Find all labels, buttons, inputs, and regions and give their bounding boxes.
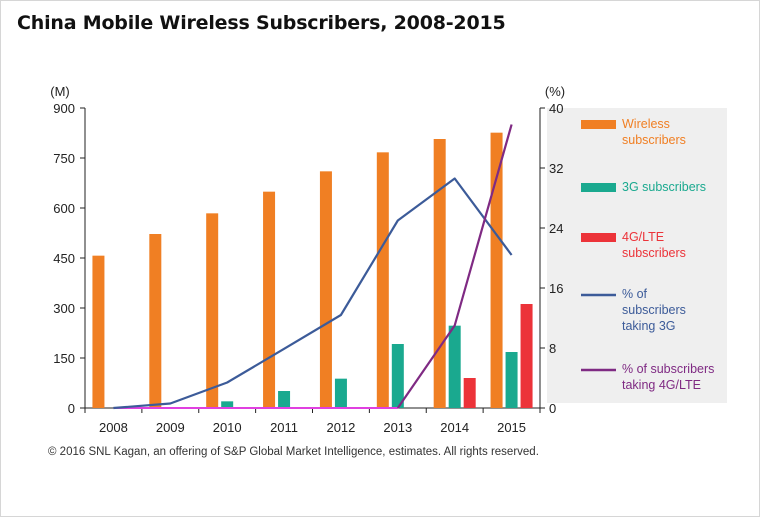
line-of-subscribers-taking-4g-lte: [396, 124, 513, 409]
left-tick-label: 150: [53, 351, 75, 366]
legend-item-2-label: 3G subscribers: [622, 180, 706, 194]
legend-item-3-label: 4G/LTE: [622, 230, 664, 244]
right-tick-label: 0: [549, 401, 556, 416]
bar-3g-subscribers: [391, 344, 404, 408]
bar-wireless-subscribers: [92, 255, 105, 408]
bar-wireless-subscribers: [376, 152, 389, 408]
bar-3g-subscribers: [505, 352, 518, 408]
left-axis-unit-label: (M): [50, 84, 70, 99]
x-tick-label: 2010: [213, 420, 242, 435]
x-tick-label: 2013: [383, 420, 412, 435]
legend-item-4-label: % of: [622, 287, 648, 301]
x-tick-label: 2014: [440, 420, 469, 435]
bar-wireless-subscribers: [206, 213, 219, 408]
bar-4g-lte-subscribers: [520, 304, 533, 408]
x-tick-label: 2015: [497, 420, 526, 435]
bar-4g-lte-subscribers: [463, 378, 476, 408]
legend-item-3-label: subscribers: [622, 246, 686, 260]
bar-3g-subscribers: [334, 378, 347, 408]
right-tick-label: 32: [549, 161, 563, 176]
legend-item-1-label: subscribers: [622, 133, 686, 147]
right-axis-unit-label: (%): [545, 84, 565, 99]
line-of-subscribers-taking-3g: [113, 177, 513, 410]
legend-item-1-swatch: [581, 120, 616, 129]
x-tick-label: 2009: [156, 420, 185, 435]
left-tick-label: 450: [53, 251, 75, 266]
x-tick-label: 2011: [270, 420, 298, 435]
x-tick-label: 2008: [99, 420, 128, 435]
x-tick-label: 2012: [326, 420, 355, 435]
right-tick-label: 40: [549, 101, 563, 116]
bar-wireless-subscribers: [149, 234, 162, 408]
left-tick-label: 600: [53, 201, 75, 216]
legend-item-2-swatch: [581, 183, 616, 192]
legend-item-5-label: taking 4G/LTE: [622, 378, 701, 392]
bar-wireless-subscribers: [490, 132, 503, 408]
footnote: © 2016 SNL Kagan, an offering of S&P Glo…: [48, 446, 539, 458]
chart-title: China Mobile Wireless Subscribers, 2008-…: [17, 12, 506, 34]
bar-3g-subscribers: [278, 391, 291, 408]
right-tick-label: 24: [549, 221, 563, 236]
left-tick-label: 0: [68, 401, 75, 416]
right-tick-label: 16: [549, 281, 563, 296]
bar-3g-subscribers: [221, 401, 234, 408]
legend-item-1-label: Wireless: [622, 117, 670, 131]
bar-3g-subscribers: [448, 325, 461, 408]
bar-wireless-subscribers: [433, 139, 446, 408]
left-tick-label: 900: [53, 101, 75, 116]
legend-item-5-label: % of subscribers: [622, 362, 714, 376]
legend-item-3-swatch: [581, 233, 616, 242]
legend-background: [547, 108, 727, 403]
left-tick-label: 300: [53, 301, 75, 316]
bar-wireless-subscribers: [319, 171, 332, 408]
bar-wireless-subscribers: [263, 191, 276, 408]
right-tick-label: 8: [549, 341, 556, 356]
legend-item-4-label: taking 3G: [622, 319, 676, 333]
left-tick-label: 750: [53, 151, 75, 166]
legend-item-4-label: subscribers: [622, 303, 686, 317]
